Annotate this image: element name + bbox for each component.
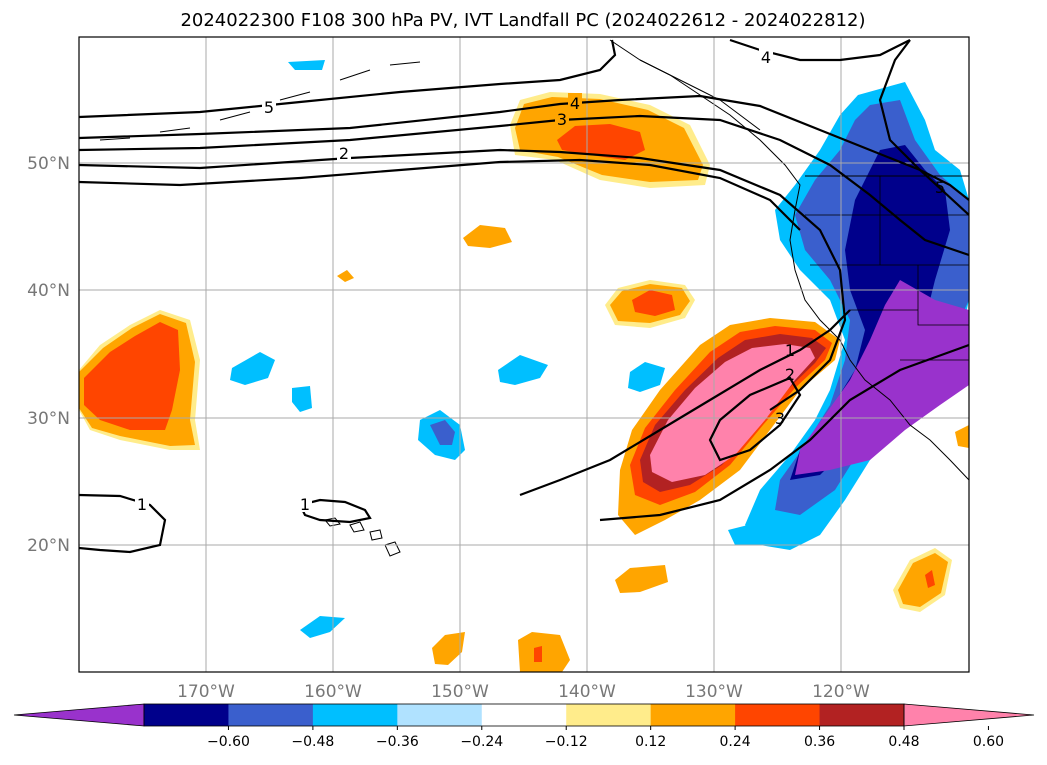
contour-label-5-west: 5 [264,98,274,117]
colorbar-tick-label: 0.60 [973,734,1004,750]
latitude-labels: 50°N 40°N 30°N 20°N [27,154,70,556]
pv-contour-2 [79,148,847,411]
lat-label-40n: 40°N [27,281,70,301]
contour-label-5-east: 5 [935,178,945,197]
colorbar-segment [144,704,229,726]
lon-label-140w: 140°W [558,682,616,702]
colorbar-extend-min [13,703,145,727]
pv-contour-1-north [79,158,801,231]
colorbar-tick-label: −0.60 [207,734,250,750]
positive-patch-small-6-red [534,646,542,662]
contour-label-1-west: 1 [137,495,147,514]
pv-contour-3-ar [708,376,802,462]
colorbar-tick-label: −0.12 [545,734,588,750]
pv-contours [79,38,969,554]
contour-label-1-hawaii: 1 [300,495,310,514]
lat-label-50n: 50°N [27,154,70,174]
contour-labels: 5 4 3 2 1 1 2 3 1 4 5 [135,47,945,514]
positive-patch-small-7 [955,425,969,448]
negative-patch-1 [230,352,275,385]
lon-label-130w: 130°W [685,682,743,702]
pv-contour-1-west [79,493,167,554]
contour-label-1-ar: 1 [785,341,795,360]
colorbar-tick-label: −0.36 [376,734,419,750]
pv-contour-3 [79,114,969,257]
negative-patch-4 [628,362,665,392]
pv-contour-1-hawaii [298,498,372,524]
negative-patch-hawaii-core [430,420,455,445]
colorbar-segments [13,703,1035,727]
positive-patch-small-3 [615,565,668,593]
aleutian-islands [99,61,421,141]
colorbar-segment [566,704,652,726]
positive-patch-small-5 [432,632,465,665]
colorbar-frame [143,703,905,727]
positive-patch-small-4-orange [898,553,948,607]
contour-label-4-ne: 4 [761,48,771,67]
pv-contour-1-ar [519,309,851,497]
colorbar-extend-max [903,703,1035,727]
coastlines [99,39,969,557]
lon-label-170w: 170°W [177,682,235,702]
contour-label-2: 2 [339,144,349,163]
colorbar-tick-label: −0.48 [291,734,334,750]
state-lines [805,176,969,361]
negative-patch-6 [288,60,325,70]
positive-patch-mid-red [632,290,675,316]
lat-label-30n: 30°N [27,409,70,429]
map-area: 5 4 3 2 1 1 2 3 1 4 5 [78,36,970,673]
colorbar-segment [397,704,483,726]
colorbar-tick-label: 0.24 [720,734,751,750]
colorbar-segment [481,704,567,726]
hawaii-islands [324,517,401,557]
positive-band-core [650,344,815,482]
negative-plume-core [795,280,969,475]
colorbar-ticks: −0.60 −0.48 −0.36 −0.24 −0.12 0.12 0.24 0.36 0.4… [207,726,1004,750]
gridlines [79,37,969,672]
colorbar-segment [650,704,736,726]
negative-patch-3 [498,355,548,385]
positive-patch-gulf-red [557,124,645,160]
positive-patch-small-6 [518,632,570,672]
colorbar-tick-label: 0.48 [888,734,919,750]
colorbar-segment [312,704,398,726]
map-frame [78,36,970,673]
negative-patch-5 [300,616,345,638]
alaska-panhandle [639,59,761,131]
colorbar-tick-label: 0.36 [804,734,835,750]
longitude-labels: 170°W 160°W 150°W 140°W 130°W 120°W [177,682,870,702]
lon-label-160w: 160°W [304,682,362,702]
negative-patch-7 [728,522,775,545]
negative-patch-2 [292,386,312,412]
lon-label-120w: 120°W [812,682,870,702]
contour-label-3-ar: 3 [775,409,785,428]
colorbar-tick-label: −0.24 [460,734,503,750]
colorbar: −0.60 −0.48 −0.36 −0.24 −0.12 0.12 0.24 0.36 0.4… [13,703,1035,750]
lon-label-150w: 150°W [431,682,489,702]
map-title: 2024022300 F108 300 hPa PV, IVT Landfall… [180,10,865,31]
pv-contour-4-ne [729,38,911,62]
contour-label-3: 3 [557,110,567,129]
positive-patch-small-1 [463,225,512,248]
contour-label-4: 4 [570,94,580,113]
colorbar-tick-label: 0.12 [635,734,666,750]
positive-patch-small-2 [337,270,354,282]
pv-contour-5-east [878,39,969,201]
lat-label-20n: 20°N [27,536,70,556]
colorbar-segment [819,704,905,726]
positive-patch-west-red [84,322,180,430]
pv-contour-2-ar [599,343,969,522]
positive-patch-small-4-red [925,570,935,588]
contour-label-2-ar: 2 [785,365,795,384]
colorbar-segment [735,704,821,726]
north-america-coast [609,39,969,481]
colorbar-segment [228,704,314,726]
pv-contour-4 [79,94,969,216]
pv-contour-5-north [79,39,617,119]
